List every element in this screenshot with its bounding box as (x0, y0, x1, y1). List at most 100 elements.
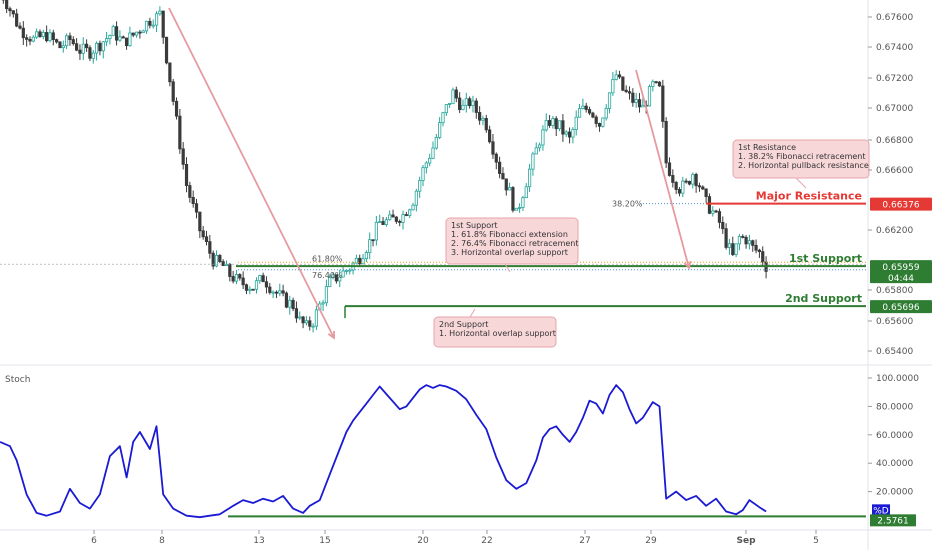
candle-body (244, 284, 249, 291)
candle-body (518, 207, 522, 209)
candle-body (451, 89, 455, 104)
candle-body (78, 49, 82, 54)
candle-body (414, 190, 418, 206)
candle-body (25, 37, 29, 40)
candle-body (98, 42, 102, 52)
fib-label-764: 76.40% (312, 271, 343, 280)
annotation-line-0-0: 1. 38.2% Fibonacci retracement (738, 152, 866, 161)
candle-body (504, 178, 508, 191)
annotation-box-1 (445, 217, 579, 265)
price-tick-label: 0.65600 (876, 317, 913, 327)
candle-body (584, 105, 588, 110)
candle-body (594, 116, 598, 124)
candle-body (181, 148, 185, 165)
candle-body (534, 147, 538, 155)
axes[interactable]: 0.67600 0.67400 0.67200 0.67000 0.66800 0.666… (91, 13, 919, 546)
candle-body (438, 122, 442, 138)
candle-body (131, 32, 135, 36)
candle-body (704, 188, 708, 198)
time-tick-label: 15 (319, 536, 330, 546)
candle-body (65, 35, 69, 47)
stoch-series-tag (872, 504, 890, 516)
candle-body (164, 36, 169, 64)
level-price-tag-2 (870, 300, 932, 314)
candle-body (178, 115, 182, 150)
level-price-tag-text-2: 0.65696 (882, 303, 919, 313)
level-name-2: 2nd Support (785, 292, 862, 305)
candle-body (194, 203, 199, 213)
candle-body (75, 43, 79, 51)
candle-body (81, 43, 85, 54)
candle-body (684, 180, 688, 183)
candle-body (571, 129, 575, 138)
candle-body (328, 277, 332, 287)
candle-body (637, 99, 642, 108)
candle-body (358, 257, 362, 265)
time-tick-label: 8 (159, 536, 165, 546)
time-tick-label: 5 (813, 536, 819, 546)
candle-body (118, 36, 122, 41)
price-panel (1, 0, 768, 333)
price-tick-label: 0.66200 (876, 226, 913, 236)
candle-body (374, 221, 378, 241)
annotation-line-0-1: 2. Horizontal pullback resistance (738, 161, 869, 170)
candle-body (344, 270, 349, 272)
annotation-line-1-1: 2. 76.4% Fibonacci retracement (451, 239, 579, 248)
price-tick-label: 0.67400 (876, 43, 913, 53)
candle-body (298, 316, 302, 319)
candle-body (601, 117, 605, 127)
candle-body (478, 112, 482, 121)
candle-body (8, 8, 12, 12)
candle-body (537, 144, 542, 149)
candle-body (614, 74, 618, 80)
candle-body (21, 27, 25, 39)
candle-body (494, 153, 498, 163)
candle-body (91, 52, 95, 59)
annotation-title-2: 2nd Support (439, 320, 488, 329)
candle-body (94, 42, 99, 54)
candle-body (58, 41, 62, 49)
candle-body (151, 24, 155, 27)
stoch-tick-label: 20.0000 (876, 488, 913, 498)
candle-body (441, 112, 445, 124)
candle-body (727, 243, 732, 248)
candle-body (111, 26, 115, 36)
candle-body (61, 45, 65, 49)
candle-body (554, 118, 558, 130)
candle-body (694, 173, 698, 187)
price-tick-label: 0.67000 (876, 104, 913, 114)
level-price-tag-text-0: 0.66376 (882, 201, 919, 211)
time-tick-label: 20 (417, 536, 429, 546)
time-tick-label: 27 (579, 536, 590, 546)
candle-body (41, 32, 45, 38)
price-tick-label: 0.66600 (876, 166, 913, 176)
candle-body (641, 104, 645, 108)
candle-body (621, 76, 625, 91)
candle-body (271, 291, 275, 294)
stoch-tick-label: 100.0000 (876, 374, 919, 384)
candle-body (281, 290, 285, 294)
price-tick-label: 0.66800 (876, 136, 913, 146)
candle-body (458, 97, 462, 111)
candle-body (224, 263, 229, 267)
candle-body (761, 251, 765, 263)
candle-body (581, 105, 585, 109)
level-name-1: 1st Support (789, 252, 862, 265)
annotation-pointer-2 (469, 308, 476, 318)
time-tick-label: Sep (736, 536, 756, 546)
candle-body (204, 236, 209, 243)
candle-body (134, 31, 139, 36)
candle-body (401, 214, 405, 223)
candle-body (564, 131, 568, 135)
price-tick-label: 0.67200 (876, 74, 913, 84)
candle-body (101, 41, 105, 52)
candle-body (364, 252, 368, 260)
candle-body (701, 186, 705, 190)
fib-label-618: 61.80% (312, 254, 343, 263)
candle-body (35, 31, 39, 38)
candle-body (341, 270, 345, 278)
candle-body (228, 263, 232, 277)
candle-body (448, 103, 452, 105)
candle-body (527, 168, 532, 188)
